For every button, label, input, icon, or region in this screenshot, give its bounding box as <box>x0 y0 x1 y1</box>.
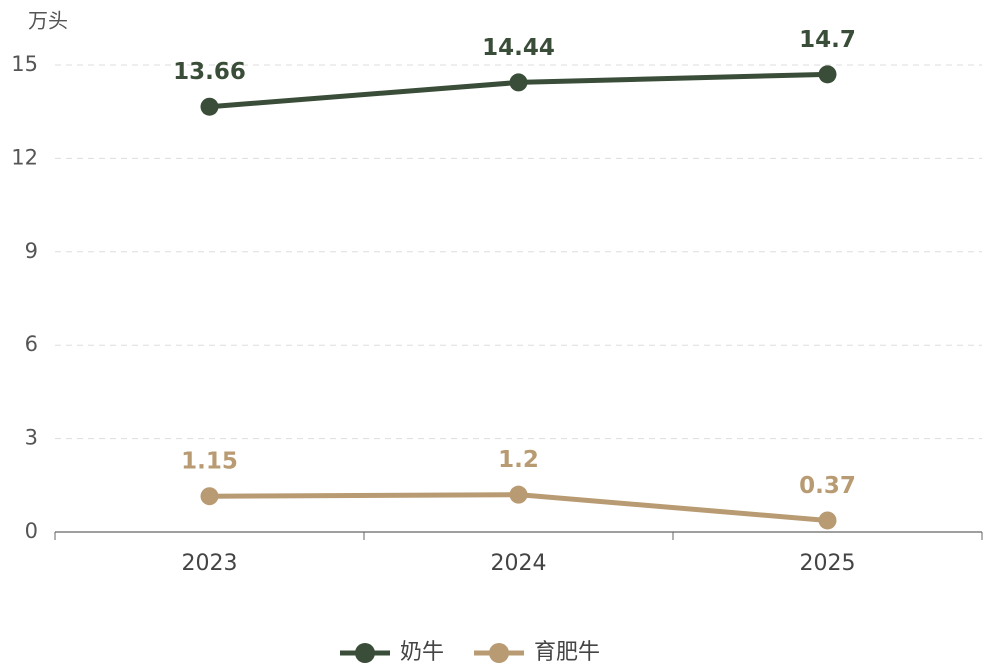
point <box>200 97 219 116</box>
y-tick-label: 9 <box>25 239 38 263</box>
data-label: 14.44 <box>482 35 555 61</box>
legend-marker <box>489 643 510 663</box>
point <box>509 73 528 92</box>
data-label: 1.2 <box>498 447 539 473</box>
data-label: 14.7 <box>799 27 856 53</box>
point <box>509 485 528 504</box>
y-tick-label: 15 <box>11 52 38 76</box>
x-tick-label: 2024 <box>491 551 547 576</box>
point <box>200 487 219 506</box>
point <box>818 511 837 530</box>
x-tick-label: 2025 <box>800 551 856 576</box>
legend-label: 育肥牛 <box>534 640 600 665</box>
y-tick-label: 6 <box>25 332 38 356</box>
y-tick-label: 3 <box>25 426 38 450</box>
legend-label: 奶牛 <box>400 640 444 665</box>
y-axis-label: 万头 <box>28 9 68 33</box>
y-tick-label: 12 <box>11 145 38 169</box>
legend-marker <box>355 643 375 663</box>
y-tick-label: 0 <box>25 519 38 543</box>
data-label: 13.66 <box>173 59 246 85</box>
point <box>818 65 837 84</box>
data-label: 0.37 <box>799 473 856 499</box>
x-tick-label: 2023 <box>182 551 238 576</box>
data-label: 1.15 <box>181 449 238 475</box>
